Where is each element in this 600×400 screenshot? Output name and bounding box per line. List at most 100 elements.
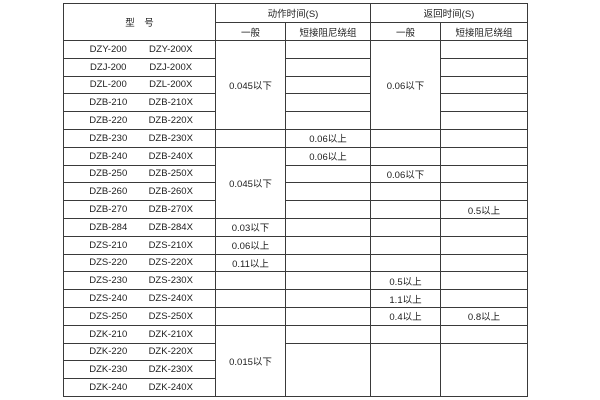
return-damping-cell	[440, 111, 528, 130]
model-cell: DZB-240 DZB-240X	[63, 146, 216, 166]
header-model: 型 号	[63, 3, 216, 41]
action-damping-cell	[285, 111, 371, 130]
model-name: DZB-230	[89, 132, 128, 144]
model-name: DZL-200X	[149, 79, 193, 91]
action-general-cell: 0.06以上	[215, 235, 286, 255]
return-general-cell: 0.5以上	[370, 271, 441, 291]
model-name: DZB-240	[89, 150, 128, 162]
model-name: DZS-240	[89, 293, 128, 305]
table-row: DZB-284 DZB-284X 0.03以下	[63, 217, 528, 237]
return-general-cell	[370, 253, 441, 273]
model-name: DZS-220	[89, 257, 128, 269]
model-name: DZY-200X	[149, 43, 193, 55]
model-name: DZK-210X	[148, 328, 193, 340]
model-name: DZB-284	[89, 221, 128, 233]
action-damping-cell	[285, 271, 371, 291]
action-damping-cell	[285, 40, 371, 59]
model-cell: DZS-210 DZS-210X	[63, 235, 216, 255]
return-damping-cell	[440, 146, 528, 166]
action-damping-cell: 0.06以上	[285, 128, 371, 148]
return-general-cell	[370, 182, 441, 202]
action-damping-cell	[285, 217, 371, 237]
return-general-cell: 0.06以下	[370, 40, 441, 130]
model-name: DZB-210	[89, 97, 128, 109]
model-name: DZS-230X	[148, 275, 193, 287]
return-general-cell: 0.06以下	[370, 164, 441, 184]
return-damping-cell	[440, 40, 528, 59]
model-name: DZB-270X	[148, 204, 193, 216]
model-name: DZB-284X	[148, 221, 193, 233]
action-damping-cell	[285, 289, 371, 308]
return-general-cell	[370, 200, 441, 219]
action-damping-cell	[285, 182, 371, 202]
model-name: DZJ-200	[90, 61, 127, 73]
action-general-cell: 0.045以下	[215, 40, 286, 130]
model-name: DZK-220X	[148, 346, 193, 358]
model-cell: DZB-260 DZB-260X	[63, 182, 216, 202]
return-damping-cell	[440, 342, 528, 397]
model-name: DZS-220X	[148, 257, 193, 269]
table-row: DZB-250 DZB-250X 0.06以下	[63, 164, 528, 184]
model-name: DZB-270	[89, 204, 128, 216]
return-general-cell: 1.1以上	[370, 289, 441, 308]
action-damping-cell	[285, 324, 371, 344]
model-name: DZK-240	[89, 382, 128, 394]
table-row: DZS-230 DZS-230X 0.5以上	[63, 271, 528, 291]
action-general-cell	[215, 306, 286, 326]
model-cell: DZK-210 DZK-210X	[63, 324, 216, 344]
model-cell: DZB-270 DZB-270X	[63, 200, 216, 219]
action-general-cell	[215, 289, 286, 308]
table-row: DZJ-200 DZJ-200X	[63, 57, 528, 77]
model-cell: DZB-284 DZB-284X	[63, 217, 216, 237]
action-damping-cell	[285, 235, 371, 255]
return-damping-cell: 0.8以上	[440, 306, 528, 326]
model-cell: DZS-250 DZS-250X	[63, 306, 216, 326]
return-general-cell: 0.4以上	[370, 306, 441, 326]
table-row: DZK-220 DZK-220X	[63, 342, 528, 397]
model-cell: DZK-230 DZK-230X	[63, 360, 216, 380]
model-name: DZB-260X	[148, 186, 193, 198]
table-body: DZY-200 DZY-200X 0.045以下 0.06以下 DZJ-200 DZJ-2…	[63, 40, 528, 397]
model-name: DZY-200	[89, 43, 127, 55]
action-general-cell: 0.015以下	[215, 324, 286, 397]
return-general-cell	[370, 324, 441, 344]
return-damping-cell	[440, 75, 528, 95]
model-name: DZB-250	[89, 168, 128, 180]
spec-table: 型 号 动作时间(S) 返回时间(S) 一般 短接阻尼绕组 一般 短接阻尼绕组 …	[63, 3, 528, 397]
header-return-time: 返回时间(S)	[370, 3, 528, 23]
model-name: DZB-260	[89, 186, 128, 198]
model-name: DZS-210	[89, 239, 128, 251]
action-damping-cell	[285, 253, 371, 273]
action-damping-cell	[285, 93, 371, 113]
return-general-cell	[370, 217, 441, 237]
return-damping-cell	[440, 128, 528, 148]
model-name: DZS-230	[89, 275, 128, 287]
return-general-cell	[370, 342, 441, 397]
table-row: DZB-240 DZB-240X 0.045以下 0.06以上	[63, 146, 528, 219]
model-cell: DZS-240 DZS-240X	[63, 289, 216, 308]
model-name: DZS-240X	[148, 293, 193, 305]
model-name: DZL-200	[89, 79, 127, 91]
return-damping-cell	[440, 289, 528, 308]
model-cell: DZL-200 DZL-200X	[63, 75, 216, 95]
header-action-time: 动作时间(S)	[215, 3, 371, 23]
return-damping-cell	[440, 271, 528, 291]
table-header: 型 号 动作时间(S) 返回时间(S) 一般 短接阻尼绕组 一般 短接阻尼绕组	[63, 3, 528, 41]
table-row: DZS-220 DZS-220X 0.11以上	[63, 253, 528, 273]
model-cell: DZS-230 DZS-230X	[63, 271, 216, 291]
table-row: DZS-210 DZS-210X 0.06以上	[63, 235, 528, 255]
action-damping-cell	[285, 75, 371, 95]
model-name: DZS-210X	[148, 239, 193, 251]
model-name: DZB-230X	[148, 132, 193, 144]
action-general-cell: 0.03以下	[215, 217, 286, 237]
return-damping-cell: 0.5以上	[440, 200, 528, 219]
table-row: DZB-260 DZB-260X	[63, 182, 528, 202]
action-damping-cell	[285, 200, 371, 219]
table-row: DZB-220 DZB-220X	[63, 111, 528, 130]
return-damping-cell	[440, 253, 528, 273]
action-general-cell: 0.11以上	[215, 253, 286, 273]
model-cell: DZB-210 DZB-210X	[63, 93, 216, 113]
model-cell: DZK-220 DZK-220X	[63, 342, 216, 362]
action-general-cell: 0.045以下	[215, 146, 286, 219]
